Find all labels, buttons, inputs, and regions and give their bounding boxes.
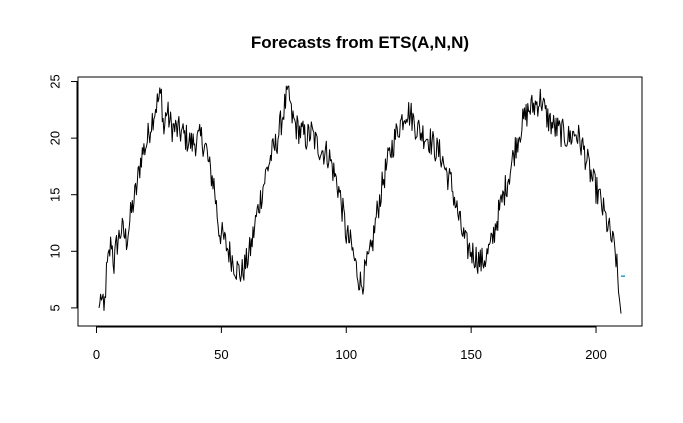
- x-tick-label: 0: [93, 347, 100, 362]
- y-tick-label: 5: [47, 304, 62, 311]
- x-tick-label: 100: [335, 347, 357, 362]
- y-axis: 5 10 15 20 25: [47, 74, 78, 312]
- plot-frame: [77, 76, 643, 327]
- y-tick-label: 10: [47, 244, 62, 258]
- x-tick-label: 50: [214, 347, 228, 362]
- y-tick-label: 15: [47, 187, 62, 201]
- time-series-line: [98, 85, 622, 314]
- x-tick-label: 150: [460, 347, 482, 362]
- x-axis: 0 50 100 150 200: [93, 326, 607, 362]
- y-tick-label: 25: [47, 74, 62, 88]
- x-tick-label: 200: [585, 347, 607, 362]
- y-tick-label: 20: [47, 131, 62, 145]
- chart-title: Forecasts from ETS(A,N,N): [251, 33, 469, 52]
